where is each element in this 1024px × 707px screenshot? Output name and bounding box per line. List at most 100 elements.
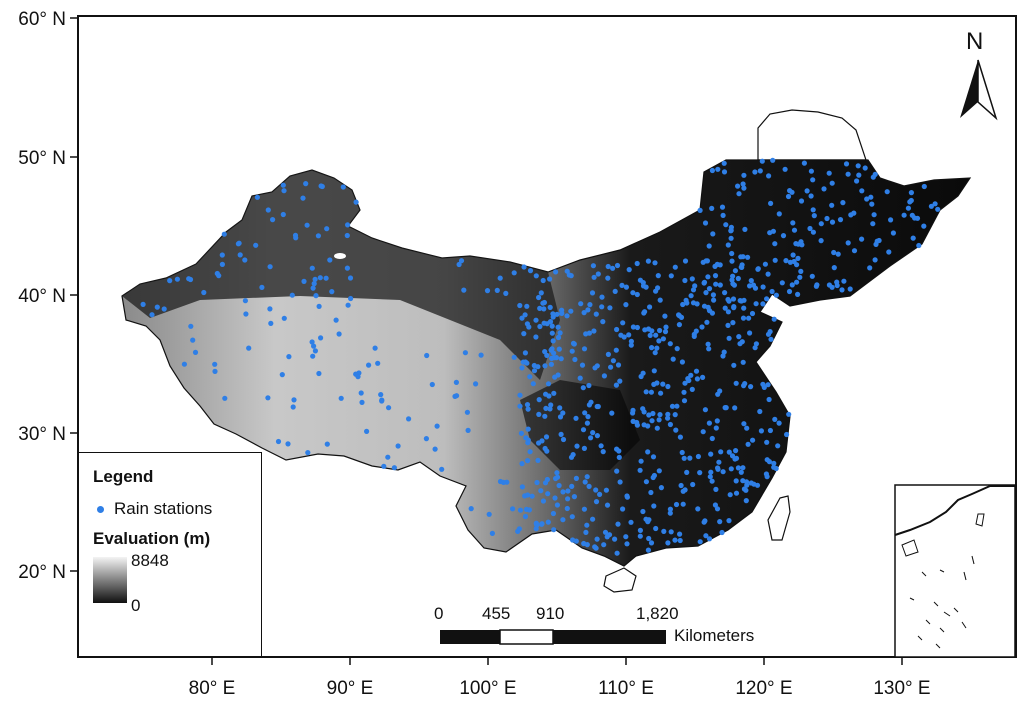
rain-station-point bbox=[795, 241, 802, 247]
rain-station-point bbox=[573, 475, 580, 481]
rain-station-point bbox=[831, 265, 837, 271]
rain-station-point bbox=[654, 345, 660, 351]
rain-station-point bbox=[701, 519, 707, 525]
rain-station-point bbox=[657, 327, 663, 334]
rain-station-point bbox=[265, 207, 271, 213]
rain-station-point bbox=[733, 380, 739, 386]
rain-station-point bbox=[729, 250, 735, 257]
rain-station-point bbox=[638, 373, 644, 380]
rain-station-point bbox=[598, 443, 604, 449]
rain-station-point bbox=[810, 229, 817, 235]
rain-station-point bbox=[932, 201, 938, 207]
rain-station-point bbox=[786, 288, 793, 295]
rain-station-point bbox=[725, 309, 732, 315]
rain-station-point bbox=[581, 346, 588, 352]
rain-station-point bbox=[867, 265, 873, 271]
rain-station-point bbox=[626, 332, 632, 338]
rain-station-point bbox=[517, 302, 523, 309]
rain-station-point bbox=[829, 180, 835, 186]
rain-station-point bbox=[855, 163, 861, 169]
rain-station-point bbox=[764, 457, 770, 463]
rain-station-point bbox=[569, 514, 575, 520]
rain-station-point bbox=[694, 376, 701, 382]
rain-station-point bbox=[763, 471, 770, 477]
rain-station-point bbox=[705, 274, 711, 280]
rain-station-point bbox=[702, 407, 709, 413]
rain-station-point bbox=[607, 305, 613, 311]
rain-station-point bbox=[772, 416, 778, 422]
rain-station-point bbox=[831, 249, 837, 256]
rain-station-point bbox=[522, 513, 529, 520]
rain-station-point bbox=[544, 352, 550, 358]
rain-station-point bbox=[511, 354, 517, 360]
legend-title: Legend bbox=[93, 467, 154, 486]
rain-station-point bbox=[553, 355, 560, 361]
rain-station-point bbox=[709, 435, 715, 442]
rain-station-point bbox=[690, 287, 697, 293]
rain-station-point bbox=[581, 540, 587, 547]
rain-station-point bbox=[570, 340, 577, 346]
rain-station-point bbox=[685, 376, 691, 382]
rain-station-point bbox=[290, 404, 296, 410]
rain-station-point bbox=[605, 351, 612, 357]
rain-station-point bbox=[547, 276, 553, 282]
rain-station-point bbox=[519, 315, 525, 321]
rain-station-point bbox=[845, 171, 851, 177]
rain-station-point bbox=[888, 217, 894, 223]
rain-station-point bbox=[730, 296, 737, 302]
rain-station-point bbox=[751, 481, 757, 487]
rain-station-point bbox=[526, 324, 532, 330]
rain-station-point bbox=[678, 482, 684, 489]
rain-station-point bbox=[730, 273, 736, 279]
rain-station-point bbox=[782, 166, 788, 172]
rain-station-point bbox=[617, 479, 623, 485]
rain-station-point bbox=[519, 461, 525, 467]
rain-station-point bbox=[651, 472, 658, 479]
rain-station-point bbox=[740, 478, 746, 484]
rain-station-point bbox=[750, 282, 757, 288]
rain-station-point bbox=[741, 383, 747, 389]
rain-station-point bbox=[581, 445, 588, 451]
rain-station-point bbox=[753, 301, 759, 307]
rain-station-point bbox=[790, 220, 796, 226]
rain-station-point bbox=[517, 403, 523, 409]
rain-station-point bbox=[710, 231, 716, 237]
rain-station-point bbox=[653, 288, 659, 294]
rain-station-point bbox=[711, 297, 717, 303]
rain-station-point bbox=[580, 385, 586, 391]
rain-station-point bbox=[582, 479, 588, 485]
rain-station-point bbox=[735, 275, 741, 282]
rain-station-point bbox=[583, 331, 589, 337]
rain-station-point bbox=[667, 421, 674, 428]
rain-station-point bbox=[554, 311, 560, 317]
rain-station-point bbox=[336, 331, 342, 337]
rain-station-point bbox=[556, 482, 562, 489]
rain-station-point bbox=[662, 329, 669, 335]
rain-station-point bbox=[705, 341, 711, 347]
rain-station-point bbox=[643, 389, 649, 395]
rain-station-point bbox=[735, 465, 742, 471]
rain-station-point bbox=[677, 531, 683, 537]
rain-station-point bbox=[720, 469, 726, 475]
rain-station-point bbox=[808, 193, 814, 199]
rain-station-point bbox=[748, 384, 754, 390]
rain-station-point bbox=[538, 488, 544, 494]
elevation-ramp bbox=[93, 557, 127, 603]
rain-station-point bbox=[620, 320, 626, 326]
rain-station-point bbox=[665, 415, 671, 421]
rain-station-point bbox=[527, 374, 533, 380]
rain-station-point bbox=[706, 420, 713, 426]
rain-station-point bbox=[525, 426, 531, 432]
rain-station-point bbox=[600, 449, 606, 455]
rain-station-point bbox=[670, 356, 676, 362]
rain-station-point bbox=[725, 242, 731, 248]
rain-station-point bbox=[776, 420, 782, 426]
rain-station-point bbox=[569, 348, 575, 354]
rain-station-point bbox=[928, 203, 935, 209]
rain-station-point bbox=[516, 526, 523, 532]
rain-station-point bbox=[324, 441, 330, 447]
rain-station-point bbox=[593, 487, 599, 493]
rain-station-point bbox=[630, 324, 637, 330]
rain-station-point bbox=[602, 529, 609, 535]
rain-station-point bbox=[558, 431, 564, 437]
